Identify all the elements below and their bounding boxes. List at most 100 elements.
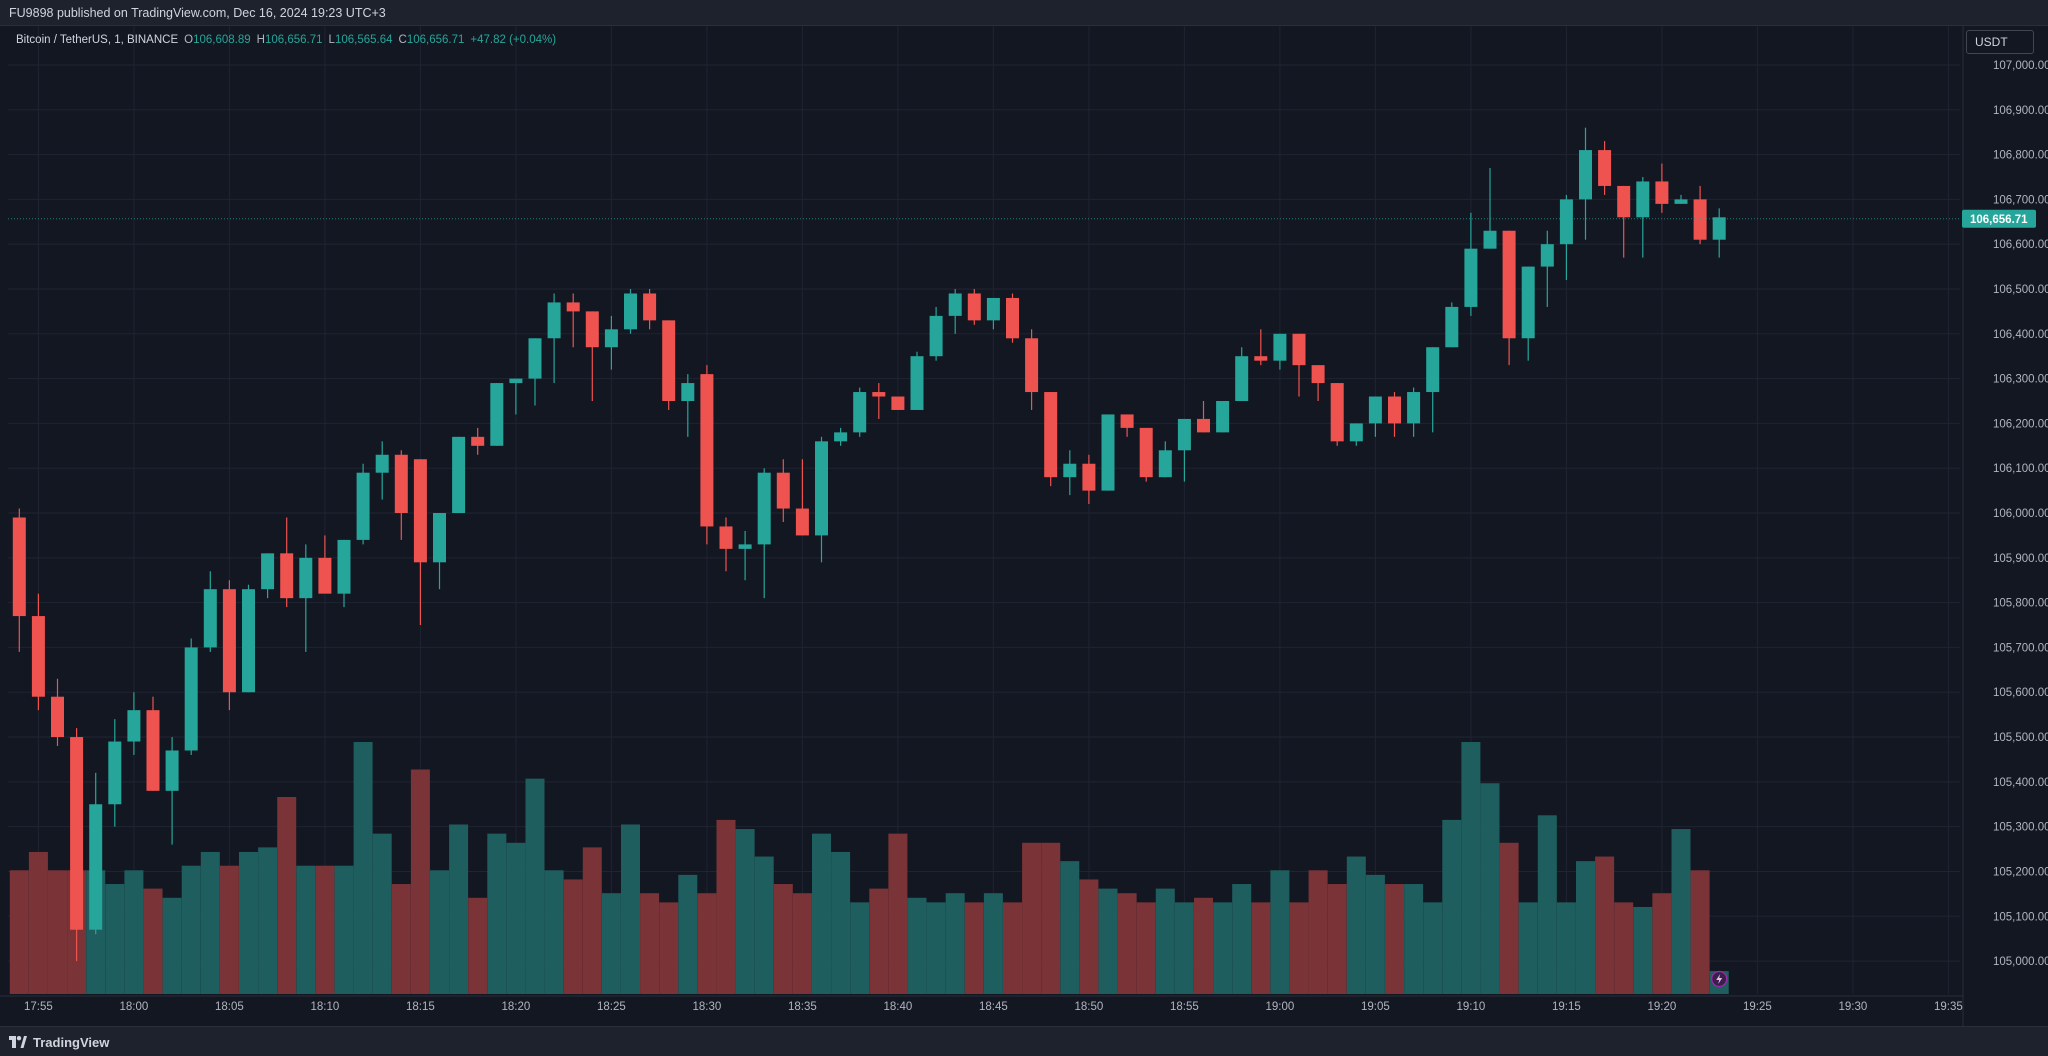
volume-bar bbox=[1079, 879, 1099, 994]
volume-bar bbox=[1117, 893, 1137, 994]
time-tick-label: 18:10 bbox=[311, 1001, 340, 1013]
chart-grid bbox=[0, 26, 1964, 1026]
volume-bar bbox=[525, 778, 545, 994]
volume-bar bbox=[792, 893, 812, 994]
volume-bar bbox=[678, 874, 698, 994]
price-tick-label: 106,500.00 bbox=[1993, 284, 2048, 296]
candle-body bbox=[815, 441, 828, 536]
close-value: 106,656.71 bbox=[406, 34, 465, 46]
close-label: C bbox=[398, 34, 407, 46]
price-tick-label: 106,400.00 bbox=[1993, 329, 2048, 341]
candle-body bbox=[1025, 338, 1039, 393]
candle-body bbox=[891, 396, 905, 410]
time-tick-label: 19:15 bbox=[1552, 1001, 1581, 1013]
volume-bars bbox=[9, 742, 1729, 994]
volume-bar bbox=[1385, 884, 1404, 994]
candle-body bbox=[261, 553, 275, 590]
volume-bar bbox=[563, 879, 583, 994]
time-tick-label: 18:55 bbox=[1170, 1001, 1199, 1013]
volume-bar bbox=[1556, 902, 1576, 994]
volume-bar bbox=[601, 893, 621, 994]
candles bbox=[12, 127, 1726, 962]
time-tick-label: 19:30 bbox=[1839, 1001, 1868, 1013]
volume-bar bbox=[200, 851, 220, 994]
volume-bar bbox=[449, 824, 469, 994]
volume-bar bbox=[831, 851, 851, 994]
volume-bar bbox=[1461, 742, 1481, 994]
brand-name: TradingView bbox=[33, 1034, 110, 1050]
volume-bar bbox=[1346, 856, 1366, 994]
candle-body bbox=[1483, 230, 1497, 249]
volume-bar bbox=[162, 897, 182, 994]
candle-body bbox=[433, 513, 446, 563]
volume-bar bbox=[353, 742, 373, 994]
volume-bar bbox=[659, 902, 679, 994]
volume-bar bbox=[277, 796, 297, 994]
candle-body bbox=[1598, 150, 1612, 186]
price-tick-label: 107,000.00 bbox=[1993, 60, 2048, 72]
time-tick-label: 17:55 bbox=[24, 1001, 53, 1013]
volume-bar bbox=[926, 902, 946, 994]
volume-bar bbox=[487, 833, 507, 994]
candle-body bbox=[1006, 297, 1019, 339]
volume-bar bbox=[1155, 888, 1175, 994]
tradingview-logo[interactable]: TradingView bbox=[9, 1034, 109, 1050]
candle-body bbox=[70, 737, 84, 930]
candle-body bbox=[375, 454, 389, 473]
published-header: FU9898 published on TradingView.com, Dec… bbox=[0, 0, 2048, 26]
candle-body bbox=[566, 302, 580, 312]
candle-body bbox=[89, 804, 103, 930]
volume-bar bbox=[1576, 861, 1595, 994]
price-tick-label: 106,900.00 bbox=[1993, 105, 2048, 117]
currency-selector[interactable]: USDT bbox=[1966, 30, 2034, 54]
price-tick-label: 105,300.00 bbox=[1993, 822, 2048, 834]
volume-bar bbox=[315, 865, 335, 994]
tradingview-icon bbox=[9, 1036, 27, 1048]
candle-body bbox=[834, 432, 848, 442]
time-tick-label: 18:25 bbox=[597, 1001, 626, 1013]
volume-bar bbox=[640, 893, 660, 994]
candle-body bbox=[1197, 418, 1210, 433]
candle-body bbox=[1311, 365, 1325, 384]
time-tick-label: 19:35 bbox=[1934, 1001, 1963, 1013]
volume-bar bbox=[964, 902, 984, 994]
candle-body bbox=[1292, 333, 1306, 366]
candle-body bbox=[643, 293, 657, 321]
published-text: FU9898 published on TradingView.com, Dec… bbox=[9, 6, 386, 20]
candle-body bbox=[356, 472, 370, 540]
candlestick-chart[interactable]: 105,000.00 105,100.00 105,200.00 105,300.00… bbox=[0, 26, 2048, 1026]
time-tick-label: 18:05 bbox=[215, 1001, 244, 1013]
candle-body bbox=[12, 517, 26, 617]
volume-bar bbox=[812, 833, 831, 994]
volume-bar bbox=[1232, 884, 1252, 994]
low-label: L bbox=[328, 34, 335, 46]
price-tick-label: 106,600.00 bbox=[1993, 239, 2048, 251]
volume-bar bbox=[9, 870, 29, 994]
candle-body bbox=[1502, 230, 1516, 339]
candle-body bbox=[1636, 181, 1650, 218]
price-tick-label: 106,300.00 bbox=[1993, 374, 2048, 386]
candle-body bbox=[1426, 347, 1440, 393]
volume-bar bbox=[410, 769, 430, 994]
candle-body bbox=[509, 378, 523, 384]
time-tick-label: 18:30 bbox=[693, 1001, 722, 1013]
candle-body bbox=[1388, 396, 1401, 424]
volume-bar bbox=[983, 893, 1003, 994]
candle-body bbox=[413, 459, 427, 563]
lightning-glyph bbox=[1716, 974, 1723, 984]
candle-body bbox=[585, 311, 599, 348]
volume-bar bbox=[1327, 884, 1347, 994]
volume-bar bbox=[1194, 897, 1213, 994]
candle-body bbox=[853, 392, 867, 433]
price-tick-label: 105,900.00 bbox=[1993, 553, 2048, 565]
candle-body bbox=[222, 589, 236, 693]
price-tick-label: 106,000.00 bbox=[1993, 508, 2048, 520]
price-axis: 105,000.00 105,100.00 105,200.00 105,300.00… bbox=[1993, 60, 2048, 968]
volume-bar bbox=[850, 902, 870, 994]
price-tick-label: 105,100.00 bbox=[1993, 911, 2048, 923]
volume-bar bbox=[544, 870, 564, 994]
volume-bar bbox=[105, 884, 125, 994]
volume-bar bbox=[258, 847, 278, 994]
volume-bar bbox=[907, 897, 927, 994]
candle-body bbox=[394, 454, 408, 514]
